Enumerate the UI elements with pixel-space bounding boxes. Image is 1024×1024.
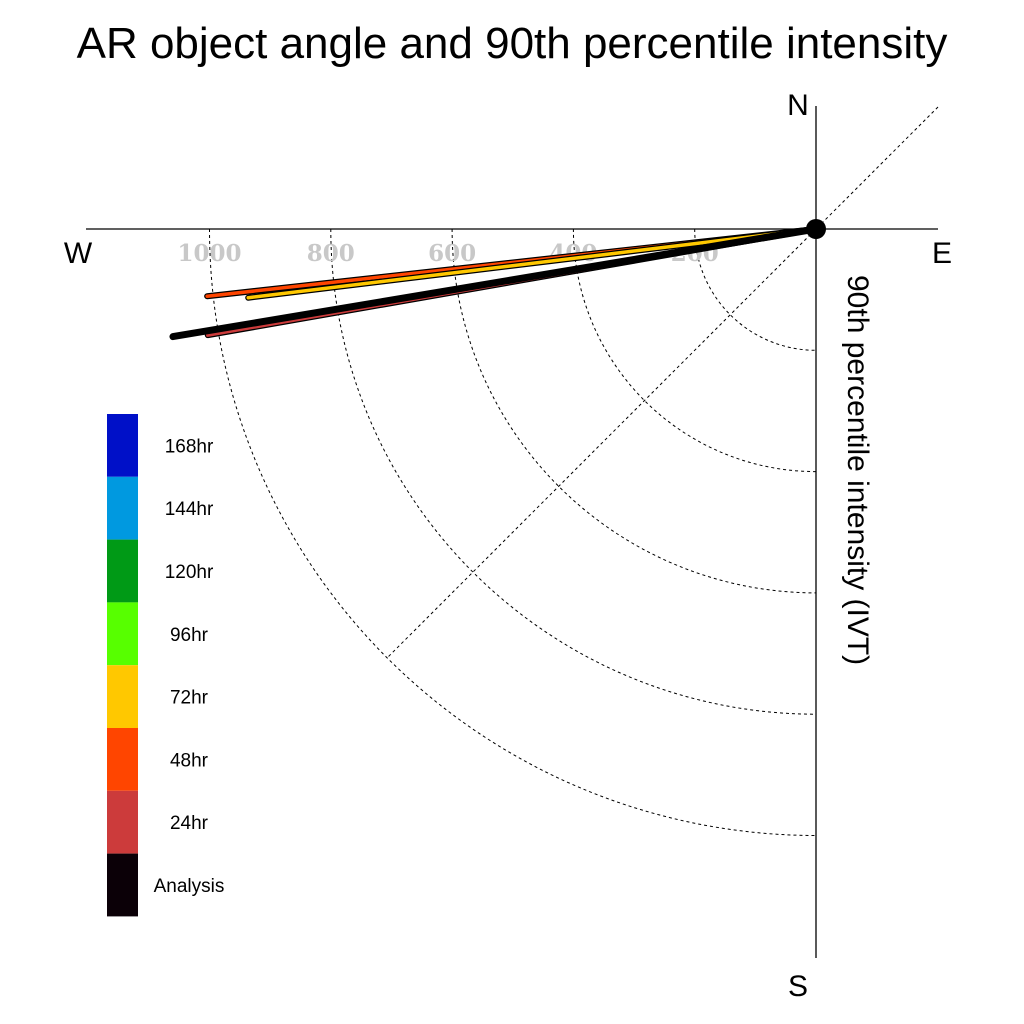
tick-label: 800	[307, 240, 355, 267]
grid-arc-3	[572, 228, 817, 473]
legend-swatch	[107, 602, 138, 666]
grid-arc-1	[330, 228, 817, 715]
south-label: S	[788, 970, 808, 1003]
grid-arc-0	[209, 228, 817, 836]
legend-label: 168hr	[165, 436, 214, 457]
legend-label: 120hr	[165, 562, 214, 583]
legend-swatch	[107, 790, 138, 854]
legend: 168hr 144hr 120hr 96hr 72hr 48hr 24hr Analysis	[107, 414, 225, 917]
polar-grid	[209, 106, 939, 836]
east-label: E	[932, 237, 952, 270]
legend-label: 24hr	[170, 813, 209, 834]
legend-label: 96hr	[170, 625, 209, 646]
series-lines	[169, 225, 820, 341]
radial-axis-label: 90th percentile intensity (IVT)	[841, 275, 874, 665]
series-line-1	[246, 227, 818, 300]
origin-marker	[806, 219, 826, 239]
legend-label: 72hr	[170, 688, 209, 709]
legend-swatch	[107, 728, 138, 791]
grid-arc-2	[451, 228, 817, 594]
north-label: N	[787, 89, 809, 122]
chart-title: AR object angle and 90th percentile inte…	[77, 19, 948, 68]
series-outline-3	[169, 225, 820, 341]
legend-swatch	[107, 665, 138, 728]
west-label: W	[64, 237, 93, 270]
legend-swatch	[107, 853, 138, 917]
grid-diagonal	[386, 106, 939, 659]
legend-label: 48hr	[170, 750, 209, 771]
legend-swatch	[107, 414, 138, 477]
legend-label: 144hr	[165, 499, 214, 520]
tick-label: 1000	[177, 240, 241, 267]
grid-arc-4	[694, 228, 817, 351]
legend-swatch	[107, 476, 138, 540]
tick-label: 600	[428, 240, 476, 267]
legend-label: Analysis	[154, 876, 225, 897]
legend-swatch	[107, 539, 138, 603]
